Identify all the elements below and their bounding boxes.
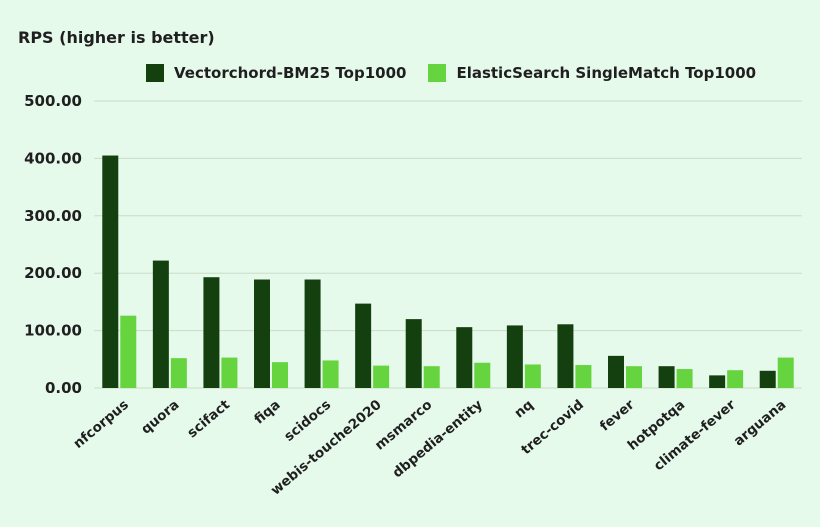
- y-tick-label: 400.00: [24, 149, 82, 167]
- bar-vectorchord-quora: [152, 260, 169, 388]
- y-tick-label: 100.00: [24, 322, 82, 340]
- bar-vectorchord-trec-covid: [557, 324, 574, 388]
- bar-elasticsearch-dbpedia-entity: [474, 362, 491, 388]
- bar-elasticsearch-nq: [524, 364, 541, 388]
- bar-elasticsearch-climate-fever: [727, 370, 744, 388]
- bar-elasticsearch-nfcorpus: [120, 315, 137, 388]
- y-tick-label: 0.00: [45, 379, 82, 397]
- legend-label-vectorchord: Vectorchord-BM25 Top1000: [174, 64, 407, 82]
- bar-vectorchord-climate-fever: [709, 375, 726, 388]
- bar-elasticsearch-trec-covid: [575, 365, 592, 388]
- bar-vectorchord-scidocs: [304, 279, 321, 388]
- bar-elasticsearch-hotpotqa: [676, 369, 693, 388]
- y-tick-label: 200.00: [24, 264, 82, 282]
- legend-swatch-elasticsearch: [428, 64, 447, 82]
- legend-item-elasticsearch: ElasticSearch SingleMatch Top1000: [428, 64, 756, 82]
- bar-vectorchord-webis-touche2020: [355, 303, 372, 388]
- legend-label-elasticsearch: ElasticSearch SingleMatch Top1000: [456, 64, 757, 82]
- x-tick-label: dbpedia-entity: [390, 397, 486, 482]
- legend: Vectorchord-BM25 Top1000 ElasticSearch S…: [146, 64, 756, 82]
- bar-elasticsearch-webis-touche2020: [373, 365, 390, 388]
- x-tick-label: fiqa: [251, 397, 283, 428]
- bar-vectorchord-hotpotqa: [658, 366, 675, 388]
- bar-vectorchord-msmarco: [405, 319, 422, 388]
- bar-elasticsearch-fiqa: [272, 362, 288, 388]
- x-tick-label: scifact: [184, 396, 233, 441]
- x-tick-label: arguana: [731, 397, 789, 450]
- bar-vectorchord-fever: [608, 355, 624, 388]
- bar-elasticsearch-msmarco: [423, 366, 440, 388]
- y-tick-label: 300.00: [24, 207, 82, 225]
- bar-elasticsearch-scifact: [221, 357, 238, 388]
- x-tick-label: quora: [138, 397, 182, 438]
- bar-elasticsearch-fever: [626, 366, 642, 388]
- legend-swatch-vectorchord: [146, 64, 164, 82]
- bar-vectorchord-arguana: [759, 370, 776, 388]
- bar-elasticsearch-scidocs: [322, 360, 339, 388]
- x-tick-label: nfcorpus: [70, 397, 131, 452]
- bar-vectorchord-dbpedia-entity: [456, 327, 473, 388]
- legend-item-vectorchord: Vectorchord-BM25 Top1000: [146, 64, 406, 82]
- bar-vectorchord-nfcorpus: [102, 155, 119, 388]
- bar-vectorchord-nq: [506, 325, 523, 388]
- x-tick-label: nq: [511, 397, 536, 422]
- chart-title: RPS (higher is better): [18, 28, 215, 47]
- bar-elasticsearch-quora: [170, 358, 187, 388]
- bar-vectorchord-scifact: [203, 277, 220, 388]
- y-tick-label: 500.00: [24, 92, 82, 110]
- bar-vectorchord-fiqa: [254, 279, 270, 388]
- x-tick-label: fever: [597, 397, 638, 435]
- bar-elasticsearch-arguana: [777, 357, 794, 388]
